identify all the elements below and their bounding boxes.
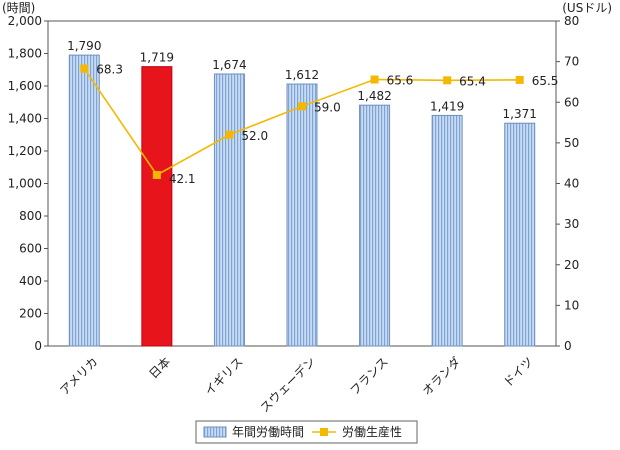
bar-value-label: 1,371 [503,107,537,121]
line-marker [515,75,524,84]
legend-line-label: 労働生産性 [342,424,402,439]
bar [431,114,463,347]
bar [359,104,391,347]
legend-line-marker [320,428,328,436]
right-tick-label: 70 [564,55,579,69]
right-tick-label: 60 [564,95,579,109]
legend-box [195,420,418,444]
left-tick-label: 1,000 [8,177,42,191]
legend: 年間労働時間 労働生産性 [195,420,418,444]
line-value-label: 65.6 [387,74,414,88]
category-label: フランス [347,354,391,398]
bar [286,83,318,347]
bar-value-label: 1,419 [430,99,464,113]
category-label: 日本 [146,354,173,381]
left-tick-label: 1,800 [8,47,42,61]
data-labels: 1,790 1,719 1,674 1,612 1,482 1,419 1,371 68.3 4… [67,39,558,186]
left-tick-label: 1,600 [8,79,42,93]
line-marker [152,170,161,179]
bar-value-label: 1,674 [212,58,246,72]
line-value-label: 65.5 [532,74,559,88]
legend-bar-swatch [203,426,227,438]
line-value-label: 42.1 [169,172,196,186]
line-value-label: 59.0 [314,100,341,114]
bar [504,122,536,347]
bar-value-label: 1,719 [140,51,174,65]
left-tick-label: 1,400 [8,112,42,126]
line-marker [443,76,452,85]
left-tick-label: 200 [19,307,42,321]
right-tick-label: 40 [564,177,579,191]
line-value-label: 65.4 [459,74,486,88]
right-tick-label: 30 [564,217,579,231]
line-series [80,64,524,179]
right-tick-label: 50 [564,136,579,150]
bar-value-label: 1,790 [67,39,101,53]
category-label: ドイツ [501,354,536,389]
left-tick-label: 0 [34,339,42,353]
left-tick-label: 800 [19,209,42,223]
left-tick-label: 400 [19,274,42,288]
right-axis-unit: (USドル) [562,1,612,15]
left-tick-label: 1,200 [8,144,42,158]
line-value-label: 52.0 [241,129,268,143]
line-value-label: 68.3 [96,63,123,77]
category-label: イギリス [202,354,246,398]
bar-value-label: 1,482 [357,89,391,103]
bar [68,54,100,347]
line-marker [225,130,234,139]
line-marker [298,102,306,111]
category-label: オランダ [419,354,464,399]
right-tick-label: 20 [564,258,579,272]
legend-bar-label: 年間労働時間 [232,425,304,439]
category-label: スウェーデン [257,354,319,416]
right-tick-label: 10 [564,298,579,312]
bar-series [68,54,536,347]
left-tick-label: 600 [19,242,42,256]
line-marker [80,64,89,73]
right-tick-label: 0 [564,339,572,353]
bar-value-label: 1,612 [285,68,319,82]
bar [141,66,173,347]
left-tick-label: 2,000 [8,14,42,28]
bar [213,73,245,347]
line-marker [370,75,379,84]
left-axis-unit: (時間) [2,1,35,15]
right-tick-label: 80 [564,14,579,28]
category-label: アメリカ [57,354,100,397]
